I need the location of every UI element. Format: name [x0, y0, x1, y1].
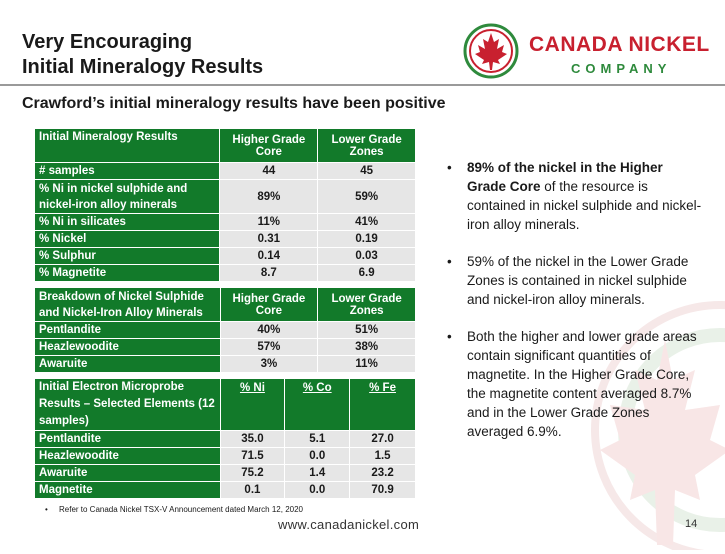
bullet-text: of the resource is contained in nickel s… [467, 179, 702, 232]
bullet-text: 59% of the nickel in the Lower Grade Zon… [467, 254, 689, 307]
cell-value: 0.1 [219, 481, 286, 499]
table-header: Initial Electron Microprobe Results – Se… [34, 378, 221, 431]
cell-value: 0.0 [284, 447, 351, 465]
cell-value: 1.4 [284, 464, 351, 482]
row-label: Awaruite [34, 355, 221, 373]
table-row: % Ni in silicates 11% 41% [33, 213, 416, 231]
cell-value: 89% [219, 179, 319, 214]
maple-leaf-watermark-icon [591, 301, 725, 550]
page-number: 14 [685, 518, 698, 530]
table-row: Awaruite 75.2 1.4 23.2 [34, 464, 416, 482]
cell-value: 11% [317, 355, 416, 373]
title-divider [0, 84, 725, 86]
logo-company: COMPANY [571, 61, 672, 76]
row-label: Awaruite [34, 464, 221, 482]
table-row: # samples 44 45 [33, 162, 416, 180]
row-label: Pentlandite [34, 321, 221, 339]
company-logo: CANADA NICKEL COMPANY [463, 23, 713, 79]
cell-value: 5.1 [284, 430, 351, 448]
cell-value: 0.03 [317, 247, 416, 265]
bullet-item: • 59% of the nickel in the Lower Grade Z… [447, 252, 705, 309]
row-label: % Ni in nickel sulphide and nickel-iron … [33, 179, 221, 214]
footnote-text: Refer to Canada Nickel TSX-V Announcemen… [59, 505, 303, 514]
row-label: Pentlandite [34, 430, 221, 448]
row-label: # samples [33, 162, 221, 180]
slide-subtitle: Crawford’s initial mineralogy results ha… [22, 95, 446, 112]
table-header: % Co [284, 378, 351, 431]
bullet-dot-icon: • [447, 329, 452, 344]
footnote: • Refer to Canada Nickel TSX-V Announcem… [45, 505, 303, 514]
bullet-item: • 89% of the nickel in the Higher Grade … [447, 158, 705, 234]
cell-value: 40% [219, 321, 319, 339]
cell-value: 71.5 [219, 447, 286, 465]
slide-title: Very Encouraging Initial Mineralogy Resu… [22, 30, 263, 80]
title-line-1: Very Encouraging [22, 31, 193, 53]
table-header: Higher Grade Core [219, 128, 319, 163]
cell-value: 59% [317, 179, 416, 214]
cell-value: 75.2 [219, 464, 286, 482]
table-row: Awaruite 3% 11% [34, 355, 416, 373]
cell-value: 0.14 [219, 247, 319, 265]
table-header: Breakdown of Nickel Sulphide and Nickel-… [34, 287, 221, 322]
row-label: % Ni in silicates [33, 213, 221, 231]
table-header: Initial Mineralogy Results [33, 128, 221, 163]
table-header: % Fe [349, 378, 416, 431]
row-label: % Nickel [33, 230, 221, 248]
cell-value: 6.9 [317, 264, 416, 282]
website-link[interactable]: www.canadanickel.com [278, 517, 420, 532]
cell-value: 51% [317, 321, 416, 339]
table-row: Pentlandite 40% 51% [34, 321, 416, 339]
table-header: Lower Grade Zones [317, 287, 416, 322]
table-header: Higher Grade Core [219, 287, 319, 322]
cell-value: 0.0 [284, 481, 351, 499]
microprobe-results-table: Initial Electron Microprobe Results – Se… [34, 378, 416, 499]
mineralogy-results-table: Initial Mineralogy Results Higher Grade … [33, 128, 416, 282]
table-row: % Sulphur 0.14 0.03 [33, 247, 416, 265]
row-label: Magnetite [34, 481, 221, 499]
maple-leaf-icon [463, 23, 519, 79]
nickel-breakdown-table: Breakdown of Nickel Sulphide and Nickel-… [34, 287, 416, 373]
findings-bullet-list: • 89% of the nickel in the Higher Grade … [447, 158, 705, 459]
table-row: % Ni in nickel sulphide and nickel-iron … [33, 179, 416, 214]
bullet-emphasis: 89% of the nickel in the Higher Grade Co… [467, 160, 663, 194]
row-label: Heazlewoodite [34, 447, 221, 465]
table-row: Heazlewoodite 71.5 0.0 1.5 [34, 447, 416, 465]
cell-value: 35.0 [219, 430, 286, 448]
cell-value: 11% [219, 213, 319, 231]
title-line-2: Initial Mineralogy Results [22, 56, 264, 78]
cell-value: 57% [219, 338, 319, 356]
table-header: % Ni [219, 378, 286, 431]
cell-value: 70.9 [349, 481, 416, 499]
table-row: % Nickel 0.31 0.19 [33, 230, 416, 248]
bullet-item: • Both the higher and lower grade areas … [447, 327, 705, 441]
row-label: % Sulphur [33, 247, 221, 265]
bullet-text: Both the higher and lower grade areas co… [467, 329, 697, 439]
cell-value: 38% [317, 338, 416, 356]
bullet-dot-icon: • [447, 254, 452, 269]
table-header: Lower Grade Zones [317, 128, 416, 163]
cell-value: 41% [317, 213, 416, 231]
cell-value: 1.5 [349, 447, 416, 465]
cell-value: 23.2 [349, 464, 416, 482]
cell-value: 0.19 [317, 230, 416, 248]
table-row: Magnetite 0.1 0.0 70.9 [34, 481, 416, 499]
row-label: % Magnetite [33, 264, 221, 282]
table-row: Heazlewoodite 57% 38% [34, 338, 416, 356]
table-row: % Magnetite 8.7 6.9 [33, 264, 416, 282]
cell-value: 8.7 [219, 264, 319, 282]
row-label: Heazlewoodite [34, 338, 221, 356]
cell-value: 0.31 [219, 230, 319, 248]
bullet-dot-icon: • [45, 505, 48, 514]
cell-value: 45 [317, 162, 416, 180]
table-row: Pentlandite 35.0 5.1 27.0 [34, 430, 416, 448]
cell-value: 3% [219, 355, 319, 373]
cell-value: 44 [219, 162, 319, 180]
logo-name: CANADA NICKEL [529, 33, 710, 56]
bullet-dot-icon: • [447, 160, 452, 175]
cell-value: 27.0 [349, 430, 416, 448]
